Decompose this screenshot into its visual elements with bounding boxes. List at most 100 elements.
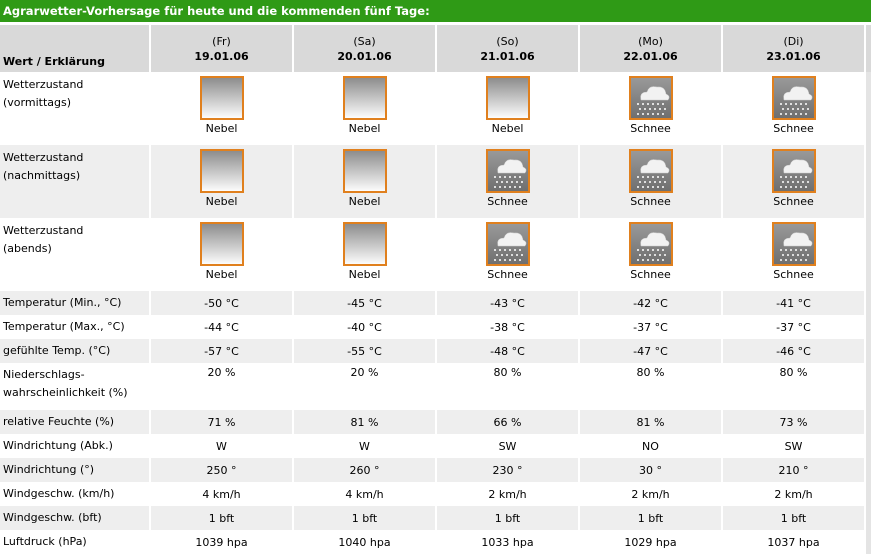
- cell-text: -45 °C: [347, 296, 382, 310]
- day: (Mo): [638, 34, 663, 48]
- value-cell: -50 °C: [150, 291, 294, 315]
- day-header: (Di) 23.01.06: [722, 25, 866, 72]
- scroll-edge: [865, 218, 871, 291]
- value-cell: SW: [436, 434, 580, 458]
- cell-text: -43 °C: [490, 296, 525, 310]
- value-cell: 1 bft: [150, 506, 294, 530]
- cell-text: 2 km/h: [774, 487, 813, 501]
- date: 23.01.06: [766, 49, 821, 63]
- table-row: Windgeschw. (bft) 1 bft 1 bft 1 bft 1 bft 1 b…: [0, 506, 871, 530]
- value-cell: Nebel: [150, 218, 294, 291]
- cell-text: 4 km/h: [345, 487, 384, 501]
- cell-text: 1029 hpa: [624, 535, 677, 549]
- row-label: Temperatur (Max., °C): [0, 315, 151, 339]
- day-header: (So) 21.01.06: [436, 25, 580, 72]
- row-label: gefühlte Temp. (°C): [0, 339, 151, 363]
- scroll-edge: [865, 363, 871, 410]
- value-cell: 1 bft: [293, 506, 437, 530]
- scroll-edge: [865, 530, 871, 554]
- cell-text: 230 °: [492, 463, 523, 477]
- cell-text: -40 °C: [347, 320, 382, 334]
- value-cell: 30 °: [579, 458, 723, 482]
- cell-text: 210 °: [778, 463, 809, 477]
- value-cell: 1 bft: [436, 506, 580, 530]
- fog-icon: [485, 76, 530, 120]
- value-cell: 2 km/h: [722, 482, 866, 506]
- table-row: Niederschlags- wahrscheinlichkeit (%) 20 …: [0, 363, 871, 410]
- day-header: (Mo) 22.01.06: [579, 25, 723, 72]
- cell-text: Nebel: [205, 195, 238, 208]
- scroll-edge: [865, 315, 871, 339]
- cell-text: 2 km/h: [488, 487, 527, 501]
- fog-icon: [199, 149, 244, 193]
- value-cell: -44 °C: [150, 315, 294, 339]
- fog-icon: [342, 149, 387, 193]
- value-cell: -38 °C: [436, 315, 580, 339]
- day-header: (Fr) 19.01.06: [150, 25, 294, 72]
- table-row: Temperatur (Max., °C) -44 °C -40 °C -38 °C -…: [0, 315, 871, 339]
- value-cell: 230 °: [436, 458, 580, 482]
- title-bar: Agrarwetter-Vorhersage für heute und die…: [0, 0, 871, 25]
- cell-text: -37 °C: [633, 320, 668, 334]
- cell-text: 4 km/h: [202, 487, 241, 501]
- value-cell: Schnee: [722, 218, 866, 291]
- cell-text: -38 °C: [490, 320, 525, 334]
- snow-icon: [771, 76, 816, 120]
- cell-text: Schnee: [487, 195, 528, 208]
- cell-text: 1 bft: [494, 511, 521, 525]
- cell-text: 2 km/h: [631, 487, 670, 501]
- scroll-edge: [865, 434, 871, 458]
- value-cell: Nebel: [150, 145, 294, 218]
- value-cell: 210 °: [722, 458, 866, 482]
- value-cell: Nebel: [436, 72, 580, 145]
- table-row: Temperatur (Min., °C) -50 °C -45 °C -43 °C -…: [0, 291, 871, 315]
- value-cell: Schnee: [579, 145, 723, 218]
- value-cell: 80 %: [579, 363, 723, 410]
- value-cell: 20 %: [150, 363, 294, 410]
- fog-icon: [342, 76, 387, 120]
- cell-text: Nebel: [491, 122, 524, 135]
- cell-text: -42 °C: [633, 296, 668, 310]
- value-cell: -40 °C: [293, 315, 437, 339]
- scroll-edge: [865, 291, 871, 315]
- date: 21.01.06: [480, 49, 535, 63]
- cell-text: 1039 hpa: [195, 535, 248, 549]
- cell-text: -47 °C: [633, 344, 668, 358]
- value-cell: -41 °C: [722, 291, 866, 315]
- value-cell: -47 °C: [579, 339, 723, 363]
- cell-text: 80 %: [636, 366, 665, 379]
- value-cell: NO: [579, 434, 723, 458]
- cell-text: W: [216, 439, 227, 453]
- scroll-edge: [865, 145, 871, 218]
- cell-text: Schnee: [773, 268, 814, 281]
- table-body: Wetterzustand (vormittags) Nebel Nebel N…: [0, 72, 871, 554]
- value-cell: W: [293, 434, 437, 458]
- row-label: relative Feuchte (%): [0, 410, 151, 434]
- cell-text: 1 bft: [780, 511, 807, 525]
- cell-text: Schnee: [630, 122, 671, 135]
- value-cell: 1 bft: [579, 506, 723, 530]
- table-row: relative Feuchte (%) 71 % 81 % 66 % 81 % 73 %: [0, 410, 871, 434]
- value-cell: 1037 hpa: [722, 530, 866, 554]
- cell-text: Schnee: [630, 195, 671, 208]
- row-label: Wetterzustand (nachmittags): [0, 145, 151, 218]
- day-header: (Sa) 20.01.06: [293, 25, 437, 72]
- scroll-edge: [865, 72, 871, 145]
- value-cell: -57 °C: [150, 339, 294, 363]
- cell-text: W: [359, 439, 370, 453]
- value-cell: -45 °C: [293, 291, 437, 315]
- value-cell: 4 km/h: [150, 482, 294, 506]
- snow-icon: [771, 222, 816, 266]
- value-cell: 2 km/h: [436, 482, 580, 506]
- value-cell: 20 %: [293, 363, 437, 410]
- date: 22.01.06: [623, 49, 678, 63]
- snow-icon: [628, 149, 673, 193]
- table-row: Wetterzustand (abends) Nebel Nebel Schne…: [0, 218, 871, 291]
- value-cell: -46 °C: [722, 339, 866, 363]
- cell-text: Schnee: [773, 122, 814, 135]
- cell-text: Schnee: [487, 268, 528, 281]
- value-cell: Schnee: [722, 145, 866, 218]
- value-cell: -48 °C: [436, 339, 580, 363]
